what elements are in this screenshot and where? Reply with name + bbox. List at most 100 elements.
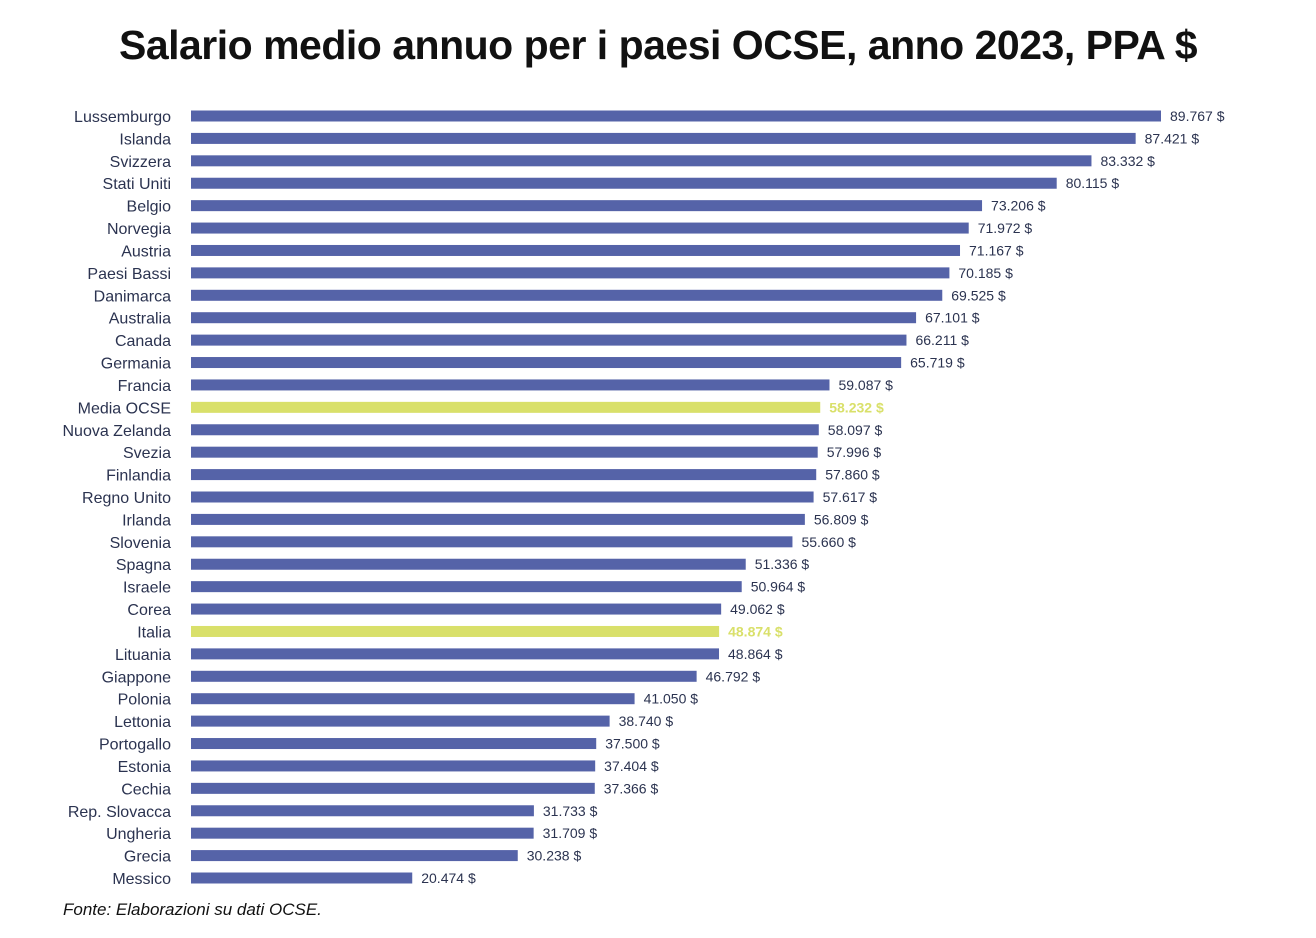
value-label: 66.211 $ <box>915 332 969 348</box>
category-label: Regno Unito <box>82 490 171 507</box>
value-label: 20.474 $ <box>421 870 476 886</box>
category-label: Norvegia <box>107 221 171 238</box>
bar <box>191 513 805 525</box>
category-label: Finlandia <box>106 468 171 485</box>
category-label: Svizzera <box>110 154 171 171</box>
bar <box>191 558 746 570</box>
bar <box>191 670 697 682</box>
category-label: Portogallo <box>99 737 171 754</box>
value-label: 83.332 $ <box>1100 153 1155 169</box>
bar <box>191 603 722 615</box>
bar <box>191 155 1092 167</box>
value-label: 58.097 $ <box>828 422 883 438</box>
value-label: 87.421 $ <box>1145 130 1200 146</box>
category-label: Spagna <box>116 557 171 574</box>
bar <box>191 693 635 705</box>
bar <box>191 177 1057 189</box>
highlighted-bar <box>191 401 821 413</box>
value-label: 37.366 $ <box>604 780 659 796</box>
value-label: 41.050 $ <box>644 691 699 707</box>
category-label: Grecia <box>124 849 171 866</box>
bar <box>191 782 595 794</box>
category-label: Stati Uniti <box>103 176 171 193</box>
bar <box>191 715 610 727</box>
category-label: Austria <box>121 243 171 260</box>
bar <box>191 244 961 256</box>
value-label: 71.167 $ <box>969 242 1024 258</box>
value-label: 48.864 $ <box>728 646 783 662</box>
value-label: 31.709 $ <box>543 825 598 841</box>
value-label: 67.101 $ <box>925 310 980 326</box>
value-label: 57.617 $ <box>823 489 878 505</box>
category-label: Irlanda <box>122 512 171 529</box>
value-label: 71.972 $ <box>978 220 1033 236</box>
value-label: 80.115 $ <box>1066 175 1120 191</box>
value-label: 30.238 $ <box>527 848 582 864</box>
category-label: Australia <box>109 311 171 328</box>
category-label: Canada <box>115 333 171 350</box>
bar <box>191 648 720 660</box>
value-label: 58.232 $ <box>829 399 884 415</box>
value-label: 46.792 $ <box>706 668 761 684</box>
category-label: Slovenia <box>110 535 171 552</box>
category-label: Belgio <box>127 199 172 216</box>
category-label: Svezia <box>123 445 171 462</box>
value-label: 48.874 $ <box>728 623 783 639</box>
value-label: 37.500 $ <box>605 736 660 752</box>
highlighted-bar <box>191 625 720 637</box>
value-label: 70.185 $ <box>958 265 1013 281</box>
value-label: 65.719 $ <box>910 355 965 371</box>
bar <box>191 446 818 458</box>
value-label: 89.767 $ <box>1170 108 1225 124</box>
category-label: Danimarca <box>94 288 171 305</box>
value-label: 73.206 $ <box>991 198 1046 214</box>
bar <box>191 132 1136 144</box>
value-label: 59.087 $ <box>838 377 893 393</box>
value-label: 55.660 $ <box>801 534 856 550</box>
bar <box>191 110 1161 122</box>
value-label: 69.525 $ <box>951 287 1006 303</box>
category-label: Corea <box>127 602 171 619</box>
category-label: Giappone <box>102 669 171 686</box>
bar <box>191 357 902 369</box>
value-label: 38.740 $ <box>619 713 674 729</box>
bar <box>191 872 413 884</box>
category-label: Germania <box>101 356 171 373</box>
value-label: 50.964 $ <box>751 579 806 595</box>
bar <box>191 850 518 862</box>
bar <box>191 312 917 324</box>
value-label: 51.336 $ <box>755 556 810 572</box>
bar <box>191 200 983 212</box>
category-label: Polonia <box>118 692 171 709</box>
category-label: Paesi Bassi <box>87 266 171 283</box>
category-label: Islanda <box>119 131 171 148</box>
bar <box>191 805 534 817</box>
bar <box>191 738 597 750</box>
category-label: Lettonia <box>114 714 171 731</box>
bar <box>191 222 969 234</box>
category-label: Italia <box>137 624 171 641</box>
value-label: 31.733 $ <box>543 803 598 819</box>
value-label: 57.860 $ <box>825 467 880 483</box>
bar <box>191 536 793 548</box>
bar <box>191 827 534 839</box>
source-note: Fonte: Elaborazioni su dati OCSE. <box>63 900 322 919</box>
bar <box>191 267 950 279</box>
value-label: 56.809 $ <box>814 511 869 527</box>
category-label: Media OCSE <box>78 400 171 417</box>
category-label: Francia <box>118 378 171 395</box>
bar <box>191 581 742 593</box>
category-label: Nuova Zelanda <box>62 423 171 440</box>
bar <box>191 424 819 436</box>
value-label: 57.996 $ <box>827 444 882 460</box>
bar <box>191 760 596 772</box>
category-label: Estonia <box>118 759 171 776</box>
value-label: 49.062 $ <box>730 601 785 617</box>
category-label: Lituania <box>115 647 171 664</box>
category-label: Lussemburgo <box>74 109 171 126</box>
category-label: Cechia <box>121 781 171 798</box>
category-label: Ungheria <box>106 826 171 843</box>
bar <box>191 379 830 391</box>
bar <box>191 289 943 301</box>
